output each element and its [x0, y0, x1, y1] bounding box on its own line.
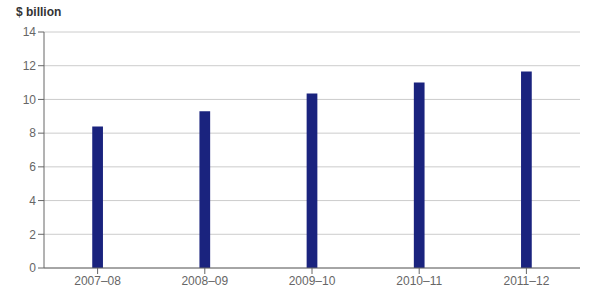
svg-text:0: 0: [29, 261, 36, 275]
svg-text:2010–11: 2010–11: [396, 274, 442, 288]
svg-text:2008–09: 2008–09: [181, 274, 228, 288]
svg-text:14: 14: [23, 25, 37, 39]
svg-text:10: 10: [23, 93, 37, 107]
html-text:$ billion: $ billion: [16, 5, 62, 19]
svg-text:2: 2: [29, 228, 36, 242]
svg-text:2007–08: 2007–08: [74, 274, 121, 288]
svg-text:8: 8: [29, 126, 36, 140]
svg-text:12: 12: [23, 59, 37, 73]
svg-text:4: 4: [29, 194, 36, 208]
svg-text:2011–12: 2011–12: [503, 274, 549, 288]
svg-text:6: 6: [29, 160, 36, 174]
svg-text:2009–10: 2009–10: [289, 274, 336, 288]
